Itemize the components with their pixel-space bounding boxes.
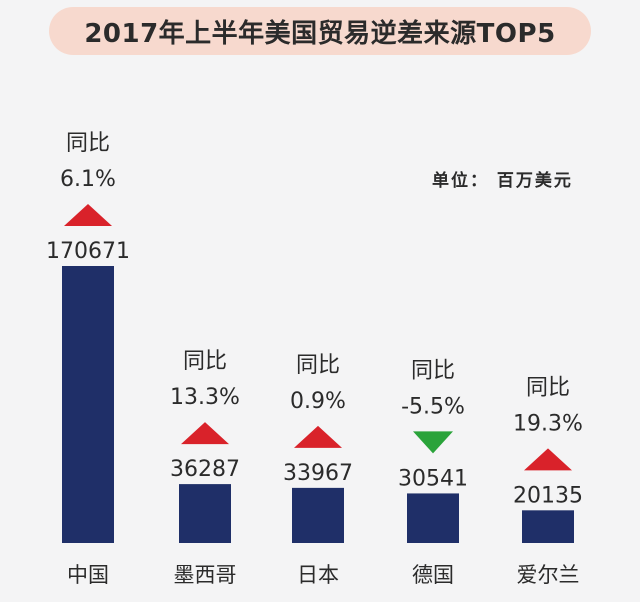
value-label: 33967: [283, 461, 353, 486]
yoy-percent: 19.3%: [513, 411, 583, 436]
yoy-label: 同比: [296, 353, 340, 378]
value-label: 20135: [513, 483, 583, 508]
yoy-label: 同比: [66, 131, 110, 156]
bar-1: [179, 484, 231, 543]
yoy-label: 同比: [183, 349, 227, 374]
up-arrow-icon: [294, 425, 342, 448]
value-label: 30541: [398, 466, 468, 491]
bar-2: [292, 487, 344, 543]
yoy-percent: 13.3%: [170, 385, 240, 410]
bar-0: [62, 266, 114, 543]
category-label: 中国: [67, 563, 109, 587]
category-label: 德国: [412, 563, 454, 587]
yoy-percent: 6.1%: [60, 167, 116, 192]
bar-4: [522, 510, 574, 543]
yoy-percent: 0.9%: [290, 389, 346, 414]
unit-label: 单位： 百万美元: [432, 171, 573, 191]
value-label: 36287: [170, 457, 240, 482]
up-arrow-icon: [64, 204, 112, 226]
chart-title: 2017年上半年美国贸易逆差来源TOP5: [49, 7, 591, 55]
up-arrow-icon: [524, 448, 572, 471]
category-label: 爱尔兰: [517, 563, 580, 587]
bar-3: [407, 493, 459, 543]
category-label: 日本: [297, 563, 339, 587]
yoy-percent: -5.5%: [401, 394, 465, 419]
down-arrow-icon: [413, 431, 453, 454]
yoy-label: 同比: [411, 358, 455, 383]
category-label: 墨西哥: [174, 563, 237, 587]
value-label: 170671: [46, 239, 130, 264]
up-arrow-icon: [181, 422, 229, 445]
yoy-label: 同比: [526, 375, 570, 400]
